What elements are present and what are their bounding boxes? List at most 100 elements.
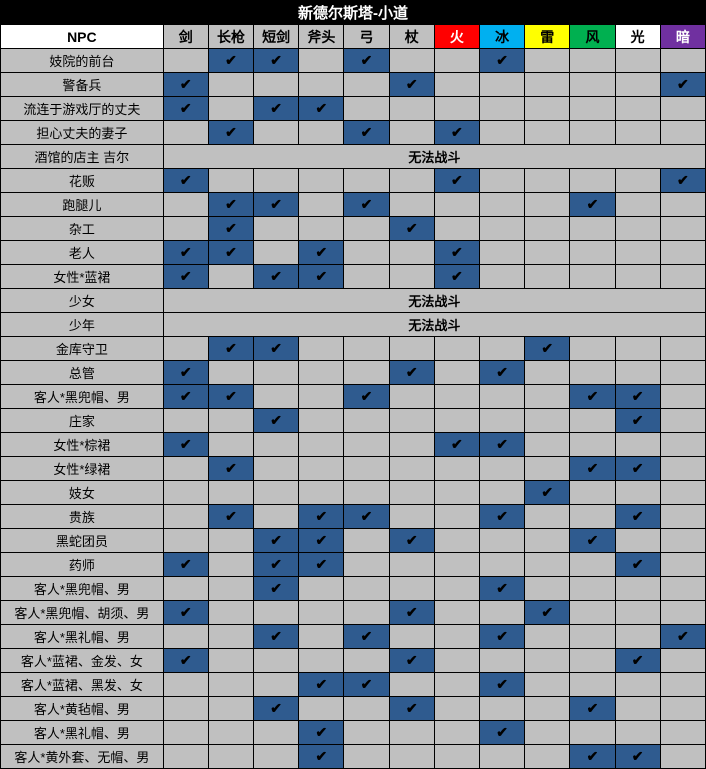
empty-cell [344,745,389,769]
empty-cell [163,121,208,145]
table-row: 警备兵✔✔✔ [1,73,706,97]
header-row: NPC 剑长枪短剑斧头弓杖火冰雷风光暗 [1,25,706,49]
table-row: 妓院的前台✔✔✔✔ [1,49,706,73]
weak-cell: ✔ [163,169,208,193]
empty-cell [163,673,208,697]
empty-cell [344,433,389,457]
empty-cell [344,217,389,241]
empty-cell [434,409,479,433]
empty-cell [254,457,299,481]
table-row: 花贩✔✔✔ [1,169,706,193]
col-header: 暗 [660,25,705,49]
table-row: 客人*黑兜帽、男✔✔ [1,577,706,601]
empty-cell [299,217,344,241]
empty-cell [208,697,253,721]
empty-cell [208,361,253,385]
npc-name-cell: 妓院的前台 [1,49,164,73]
empty-cell [615,217,660,241]
empty-cell [570,49,615,73]
npc-name-cell: 跑腿儿 [1,193,164,217]
weak-cell: ✔ [254,625,299,649]
empty-cell [163,529,208,553]
empty-cell [208,553,253,577]
empty-cell [389,577,434,601]
empty-cell [570,481,615,505]
empty-cell [254,169,299,193]
empty-cell [254,745,299,769]
col-header: 弓 [344,25,389,49]
weak-cell: ✔ [434,121,479,145]
weak-cell: ✔ [389,601,434,625]
weak-cell: ✔ [208,385,253,409]
empty-cell [389,673,434,697]
empty-cell [389,457,434,481]
table-row: 客人*黄毡帽、男✔✔✔ [1,697,706,721]
empty-cell [570,265,615,289]
empty-cell [480,169,525,193]
weak-cell: ✔ [163,649,208,673]
empty-cell [660,529,705,553]
table-row: 客人*黑兜帽、胡须、男✔✔✔ [1,601,706,625]
weak-cell: ✔ [615,745,660,769]
empty-cell [299,601,344,625]
empty-cell [254,361,299,385]
empty-cell [344,553,389,577]
weak-cell: ✔ [163,361,208,385]
table-row: 金库守卫✔✔✔ [1,337,706,361]
empty-cell [389,337,434,361]
no-battle-cell: 无法战斗 [163,313,705,337]
table-row: 药师✔✔✔✔ [1,553,706,577]
table-row: 客人*黑礼帽、男✔✔ [1,721,706,745]
npc-name-cell: 少女 [1,289,164,313]
weak-cell: ✔ [570,193,615,217]
empty-cell [208,481,253,505]
empty-cell [525,673,570,697]
empty-cell [480,121,525,145]
weak-cell: ✔ [525,481,570,505]
weak-cell: ✔ [254,697,299,721]
empty-cell [525,505,570,529]
weak-cell: ✔ [299,673,344,697]
weak-cell: ✔ [615,385,660,409]
weak-cell: ✔ [344,121,389,145]
empty-cell [480,265,525,289]
empty-cell [615,433,660,457]
empty-cell [163,409,208,433]
empty-cell [570,433,615,457]
col-header: 火 [434,25,479,49]
empty-cell [163,721,208,745]
empty-cell [389,121,434,145]
weak-cell: ✔ [208,49,253,73]
npc-name-cell: 总管 [1,361,164,385]
empty-cell [525,121,570,145]
empty-cell [254,601,299,625]
empty-cell [660,433,705,457]
empty-cell [434,553,479,577]
empty-cell [434,625,479,649]
empty-cell [163,625,208,649]
empty-cell [525,433,570,457]
empty-cell [254,73,299,97]
npc-name-cell: 女性*棕裙 [1,433,164,457]
weak-cell: ✔ [254,529,299,553]
npc-name-cell: 妓女 [1,481,164,505]
weak-cell: ✔ [389,361,434,385]
empty-cell [615,193,660,217]
empty-cell [615,73,660,97]
npc-name-cell: 黑蛇团员 [1,529,164,553]
weak-cell: ✔ [480,721,525,745]
table-row: 女性*蓝裙✔✔✔✔ [1,265,706,289]
empty-cell [163,457,208,481]
empty-cell [660,697,705,721]
empty-cell [660,649,705,673]
weak-cell: ✔ [208,241,253,265]
empty-cell [525,409,570,433]
empty-cell [660,361,705,385]
empty-cell [344,481,389,505]
table-row: 担心丈夫的妻子✔✔✔ [1,121,706,145]
empty-cell [480,745,525,769]
empty-cell [570,73,615,97]
empty-cell [208,169,253,193]
table-row: 少女无法战斗 [1,289,706,313]
npc-name-cell: 客人*黑兜帽、胡须、男 [1,601,164,625]
